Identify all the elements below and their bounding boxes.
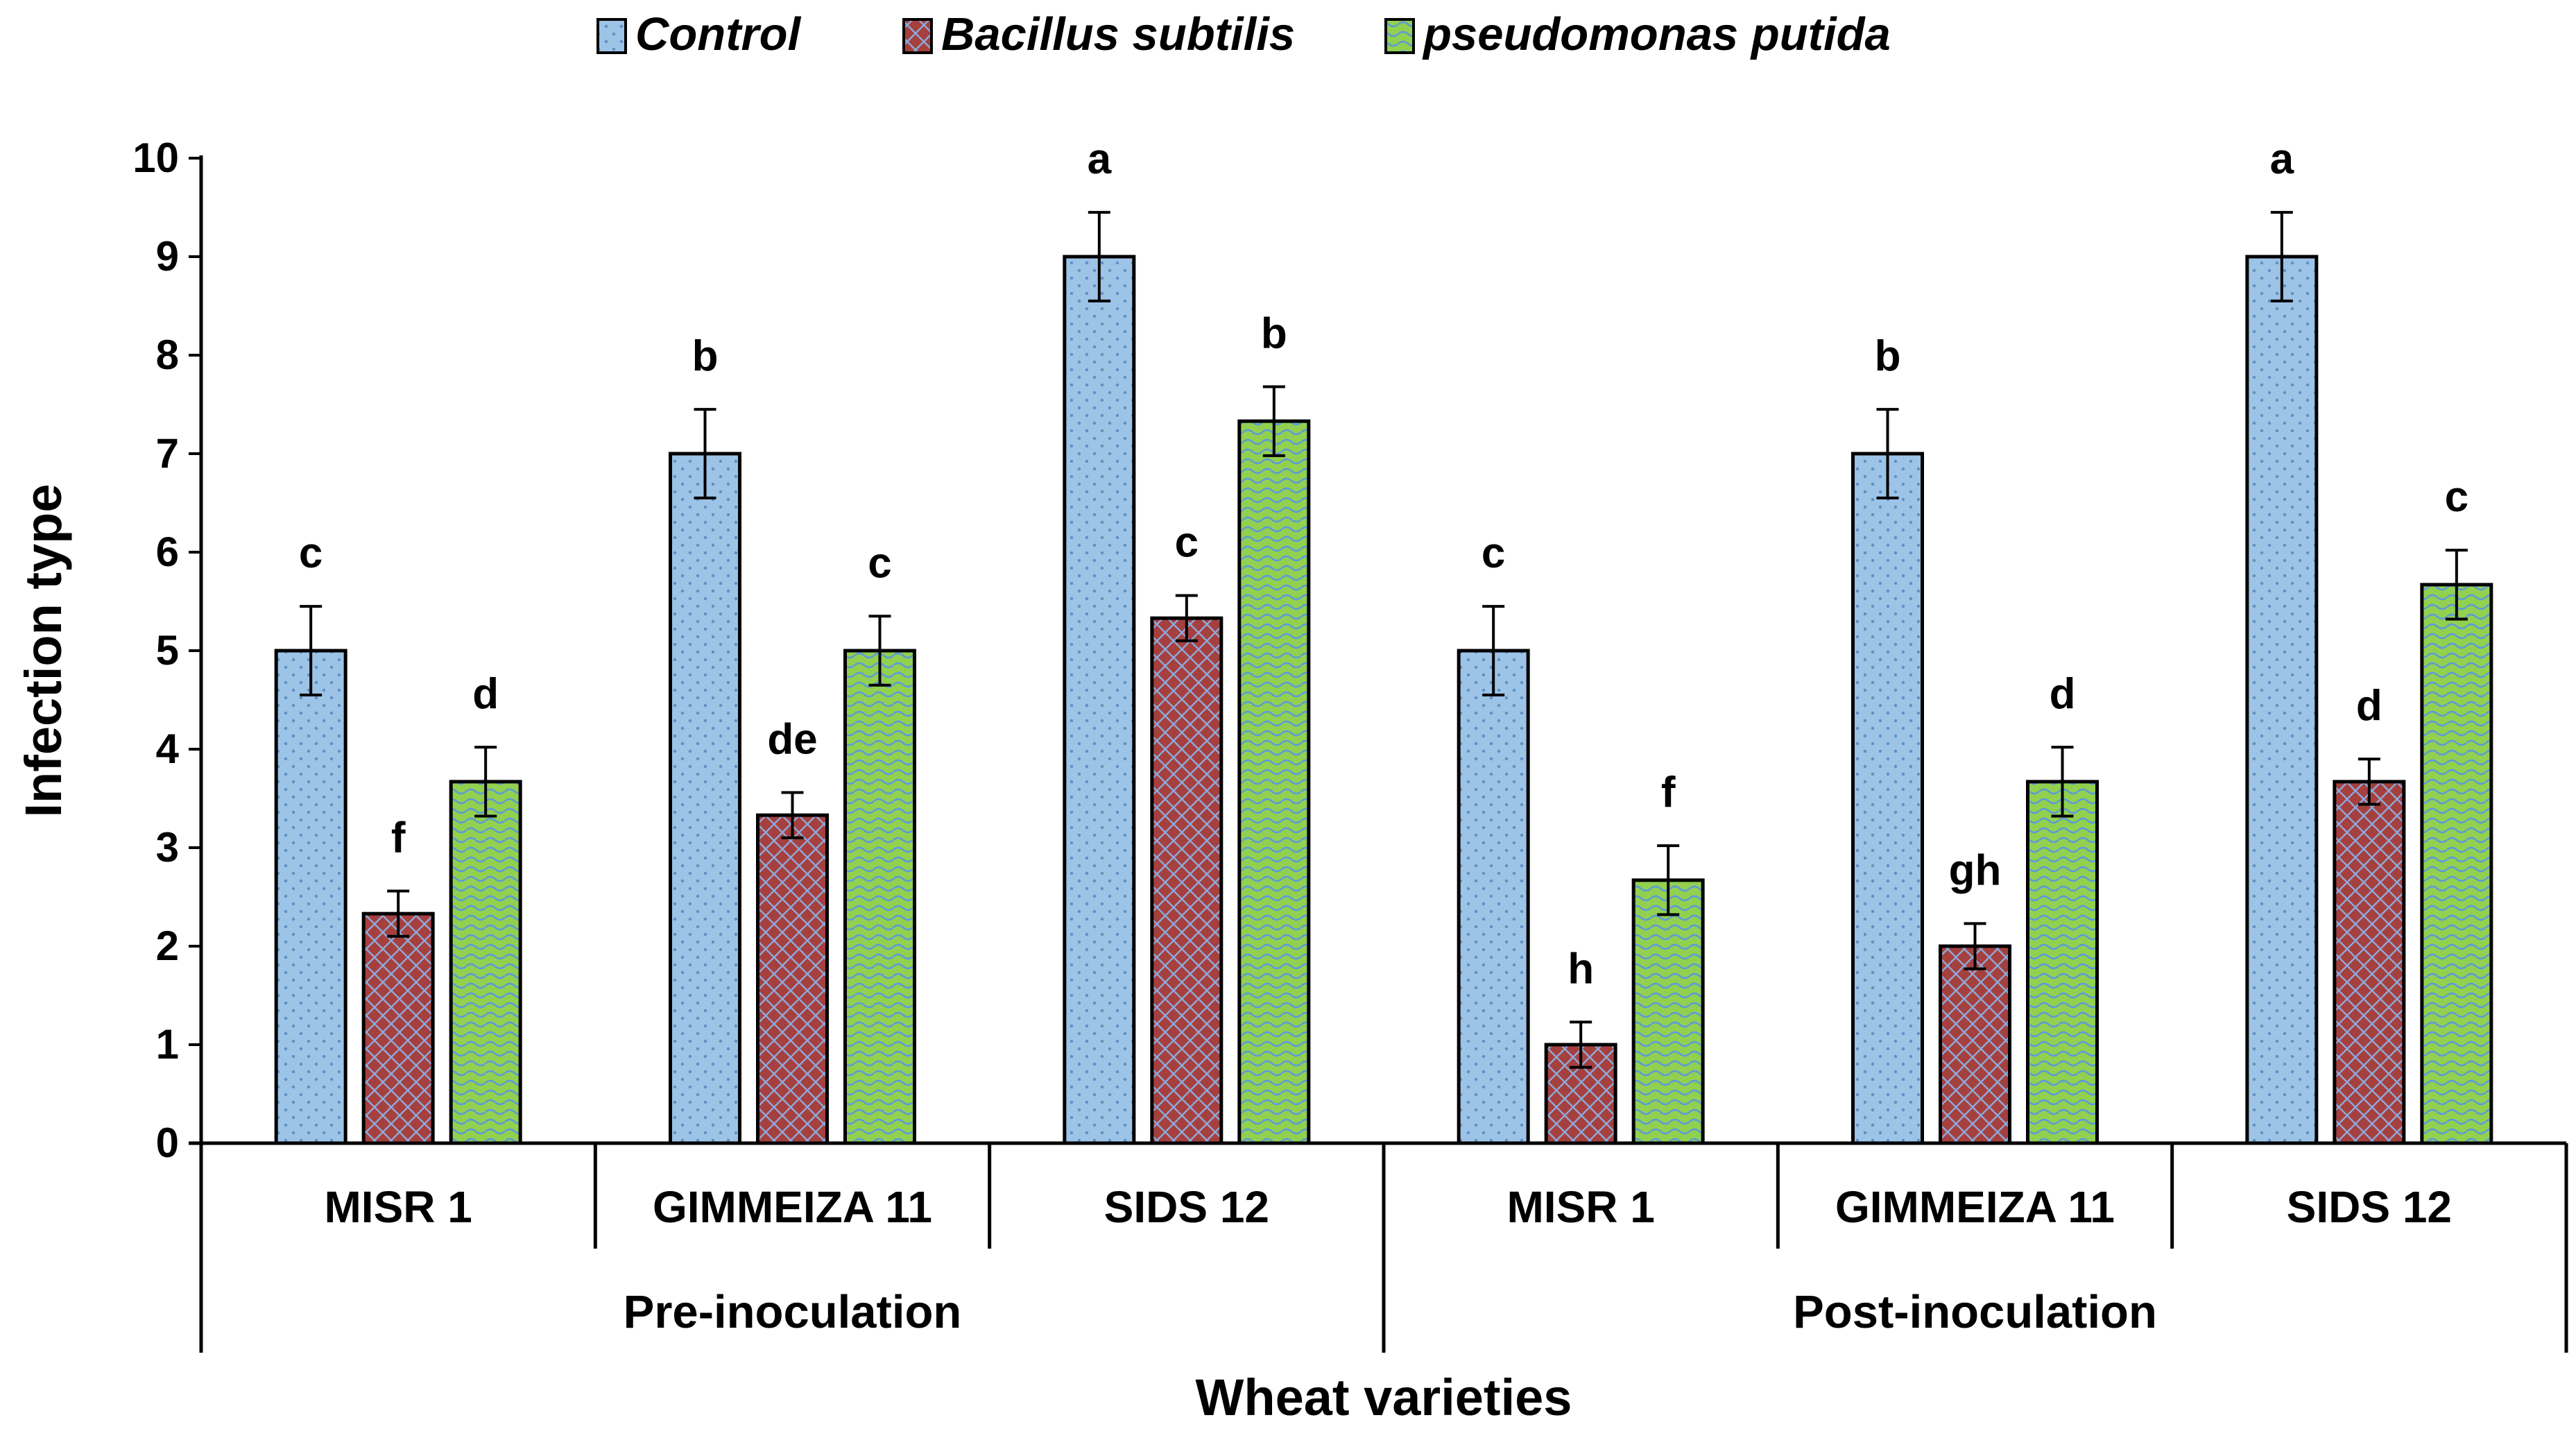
sig-label-s0-c2: a: [1088, 135, 1112, 183]
sig-label-s2-c3: f: [1661, 769, 1676, 816]
bar-s0-c1: [669, 452, 741, 1145]
y-tick-label-5: 5: [156, 627, 179, 674]
bar-s2-c0: [449, 780, 522, 1145]
y-tick-label-2: 2: [156, 923, 179, 969]
bar-s1-c0: [361, 911, 435, 1145]
x-category-label-0: MISR 1: [324, 1182, 472, 1232]
legend-label-1: Bacillus subtilis: [941, 8, 1295, 60]
y-axis-title: Infection type: [15, 483, 72, 817]
bar-s2-c4: [2026, 780, 2099, 1145]
x-axis: MISR 1 GIMMEIZA 11 SIDS 12 MISR 1 GIMMEIZA 1…: [189, 1141, 2568, 1353]
sig-label-s0-c0: c: [299, 529, 323, 577]
legend-swatch-1: [902, 18, 933, 54]
x-group-label-1: Post-inoculation: [1793, 1286, 2157, 1338]
y-tick-label-4: 4: [156, 726, 180, 772]
bars: [274, 255, 2493, 1145]
y-tick-label-10: 10: [132, 135, 179, 181]
legend: Control Bacillus subtilis pseudomonas puti…: [596, 8, 1891, 60]
y-axis: 0 1 2 3 4 5 6 7 8 9 10: [132, 135, 203, 1166]
x-category-label-5: SIDS 12: [2287, 1182, 2452, 1232]
bar-s0-c0: [274, 649, 347, 1145]
sig-label-s1-c4: gh: [1949, 846, 2002, 894]
y-tick-label-3: 3: [156, 824, 179, 871]
bar-s2-c3: [1631, 878, 1705, 1145]
bar-s0-c5: [2245, 255, 2319, 1145]
x-category-label-3: MISR 1: [1506, 1182, 1654, 1232]
legend-swatch-2: [1384, 18, 1415, 54]
bar-s0-c4: [1851, 452, 1924, 1145]
bar-s2-c5: [2420, 583, 2493, 1145]
y-tick-label-9: 9: [156, 233, 179, 280]
bar-s2-c2: [1237, 419, 1311, 1145]
sig-label-s2-c5: c: [2445, 473, 2468, 521]
bar-s1-c5: [2333, 780, 2406, 1145]
bar-s1-c4: [1939, 944, 2011, 1145]
legend-label-0: Control: [635, 8, 802, 60]
sig-label-s2-c2: b: [1261, 309, 1287, 357]
legend-label-2: pseudomonas putida: [1422, 8, 1891, 60]
x-category-label-2: SIDS 12: [1104, 1182, 1269, 1232]
sig-label-s1-c3: h: [1568, 945, 1594, 993]
sig-label-s1-c0: f: [391, 814, 406, 862]
y-tick-label-7: 7: [156, 430, 179, 477]
sig-label-s1-c2: c: [1175, 518, 1199, 566]
bar-s2-c1: [843, 649, 916, 1145]
y-tick-label-1: 1: [156, 1021, 179, 1068]
sig-label-s2-c1: c: [868, 539, 891, 587]
bar-s1-c1: [756, 813, 829, 1145]
sig-label-s0-c5: a: [2270, 135, 2294, 183]
y-tick-label-6: 6: [156, 529, 179, 575]
sig-label-s0-c3: c: [1482, 529, 1505, 577]
y-tick-label-8: 8: [156, 332, 179, 378]
sig-label-s1-c5: d: [2356, 682, 2382, 730]
sig-label-s1-c1: de: [767, 715, 817, 763]
bar-s1-c2: [1150, 616, 1223, 1145]
legend-swatch-0: [596, 18, 627, 54]
sig-label-s2-c4: d: [2050, 670, 2076, 718]
x-category-label-4: GIMMEIZA 11: [1835, 1182, 2115, 1232]
sig-label-s0-c1: b: [692, 332, 719, 380]
bar-s0-c2: [1063, 255, 1136, 1145]
bar-s0-c3: [1457, 649, 1530, 1145]
sig-label-s0-c4: b: [1875, 332, 1901, 380]
y-tick-label-0: 0: [156, 1120, 179, 1166]
x-group-label-0: Pre-inoculation: [624, 1286, 962, 1338]
x-category-label-1: GIMMEIZA 11: [653, 1182, 932, 1232]
error-bars: [300, 211, 2468, 1069]
x-axis-title: Wheat varieties: [1196, 1369, 1572, 1426]
sig-label-s2-c0: d: [472, 670, 499, 718]
significance-labels: c f d b de c a c b c h f b gh d a d c: [299, 135, 2468, 993]
